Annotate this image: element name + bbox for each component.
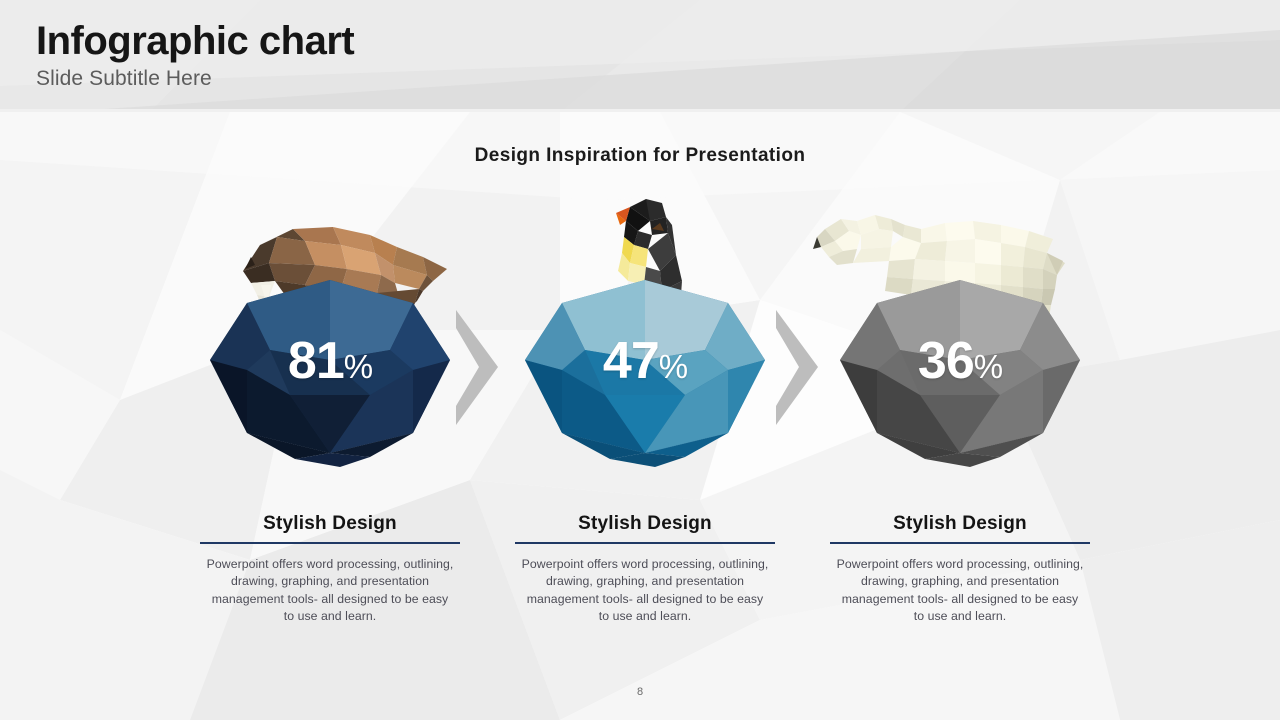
card-3-rule	[830, 542, 1090, 544]
slide-header: Infographic chart Slide Subtitle Here	[0, 0, 1280, 112]
card-2[interactable]: 47% Stylish Design Powerpoint offers wor…	[480, 185, 810, 626]
section-heading: Design Inspiration for Presentation	[474, 145, 806, 166]
page-title: Infographic chart	[36, 19, 355, 63]
chevron-right-icon	[776, 310, 818, 425]
card-1-rule	[200, 542, 460, 544]
page-subtitle: Slide Subtitle Here	[36, 67, 212, 90]
cards-row: 81% Stylish Design Powerpoint offers wor…	[0, 185, 1280, 665]
header-text-group: Infographic chart Slide Subtitle Here	[36, 19, 355, 91]
separator-1	[452, 310, 498, 425]
card-3-graphic: 36%	[795, 185, 1125, 495]
polyhedron-icon	[210, 227, 450, 467]
card-1-graphic: 81%	[165, 185, 495, 495]
card-1-body: Powerpoint offers word processing, outli…	[206, 557, 454, 624]
page-number: 8	[636, 686, 644, 698]
card-2-rule	[515, 542, 775, 544]
header-polygon-texture	[0, 0, 1280, 112]
polyhedron-icon	[525, 199, 765, 467]
card-1[interactable]: 81% Stylish Design Powerpoint offers wor…	[165, 185, 495, 626]
card-1-title: Stylish Design	[263, 513, 397, 534]
card-3-body: Powerpoint offers word processing, outli…	[836, 557, 1084, 624]
card-3[interactable]: 36% Stylish Design Powerpoint offers wor…	[795, 185, 1125, 626]
card-3-title: Stylish Design	[893, 513, 1027, 534]
card-2-body: Powerpoint offers word processing, outli…	[521, 557, 769, 624]
separator-2	[772, 310, 818, 425]
card-2-title: Stylish Design	[578, 513, 712, 534]
card-2-graphic: 47%	[480, 185, 810, 495]
polyhedron-icon	[813, 215, 1080, 467]
chevron-right-icon	[456, 310, 498, 425]
